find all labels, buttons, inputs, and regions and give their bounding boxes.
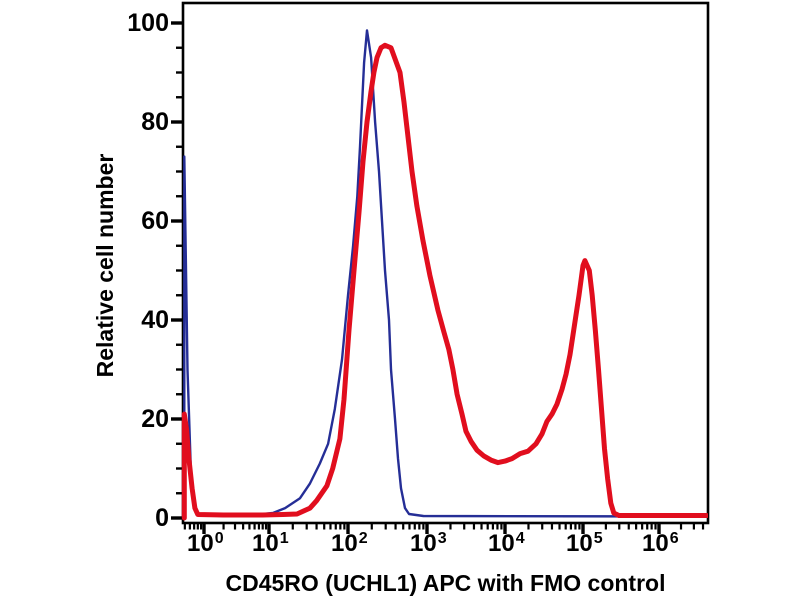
x-tick-label: 106 bbox=[642, 530, 679, 557]
y-axis-title: Relative cell number bbox=[92, 153, 118, 378]
series-fmo-control bbox=[183, 29, 708, 520]
series-cd45ro-apc bbox=[181, 42, 708, 521]
y-tick-label: 80 bbox=[141, 108, 169, 136]
y-tick-label: 0 bbox=[155, 504, 169, 532]
plot-frame bbox=[181, 1, 710, 525]
x-tick-label: 103 bbox=[410, 530, 447, 557]
y-tick-label: 40 bbox=[141, 306, 169, 334]
x-tick-label: 100 bbox=[187, 530, 224, 557]
y-tick-label: 60 bbox=[141, 207, 169, 235]
x-tick-label: 102 bbox=[331, 530, 368, 557]
y-tick-label: 20 bbox=[141, 405, 169, 433]
x-tick-label: 105 bbox=[566, 530, 603, 557]
x-axis-title: CD45RO (UCHL1) APC with FMO control bbox=[225, 570, 666, 596]
x-tick-label: 101 bbox=[252, 530, 289, 557]
x-tick-label: 104 bbox=[488, 530, 525, 557]
y-tick-label: 100 bbox=[127, 9, 169, 37]
